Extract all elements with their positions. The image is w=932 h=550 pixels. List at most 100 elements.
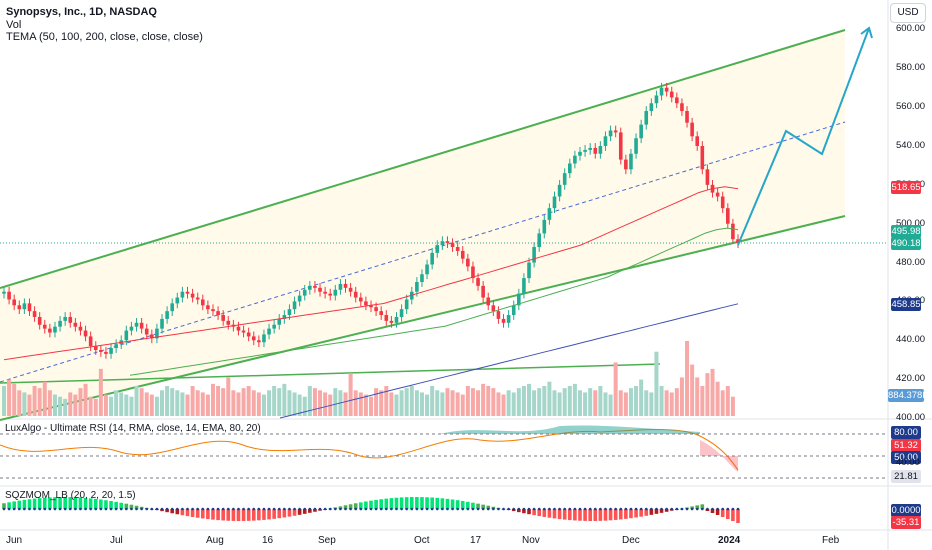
candle-body <box>104 351 108 354</box>
candle-body <box>27 303 32 312</box>
rsi-level-80: 80.00 <box>891 426 921 439</box>
rsi-level-20: 21.81 <box>891 470 921 483</box>
time-tick: Jun <box>6 535 23 546</box>
candle-body <box>267 328 271 335</box>
sqz-bar <box>83 497 88 509</box>
volume-bar <box>608 394 613 416</box>
time-tick: Feb <box>822 535 840 546</box>
sqz-dot <box>379 507 383 511</box>
volume-bar <box>68 392 73 416</box>
sqz-bar <box>588 509 592 521</box>
symbol-title[interactable]: Synopsys, Inc., 1D, NASDAQ <box>6 6 157 18</box>
currency-button[interactable]: USD <box>890 3 926 23</box>
volume-bar <box>160 390 165 416</box>
sqz-dot <box>298 507 301 511</box>
volume-bar <box>613 362 618 416</box>
candle-body <box>308 285 312 290</box>
candle-body <box>226 320 231 325</box>
rsi-pane-title[interactable]: LuxAlgo - Ultimate RSI (14, RMA, close, … <box>5 423 261 434</box>
candle-body <box>450 243 455 248</box>
volume-bar <box>139 388 144 416</box>
volume-bar <box>261 394 266 416</box>
volume-bar <box>134 386 139 416</box>
candle-body <box>639 124 643 139</box>
candle-body <box>511 305 516 316</box>
volume-legend[interactable]: Vol <box>6 19 22 31</box>
sqz-dot <box>216 507 220 511</box>
candle-body <box>593 147 598 154</box>
volume-bar <box>348 373 353 416</box>
volume-bar <box>710 368 715 416</box>
sqz-bar <box>598 509 603 521</box>
volume-bar <box>216 386 221 416</box>
sqz-dot <box>58 507 62 511</box>
volume-bar <box>93 398 98 416</box>
price-tag: 884.378K <box>888 389 929 402</box>
sqz-dot <box>420 507 424 511</box>
sqz-dot <box>492 507 495 511</box>
sqzmom-pane-title[interactable]: SQZMOM_LB (20, 2, 20, 1.5) <box>5 490 136 501</box>
sqz-dot <box>201 507 205 511</box>
price-tick: 580.00 <box>896 62 926 74</box>
sqz-dot <box>267 507 271 511</box>
volume-bar <box>154 396 159 416</box>
sqz-dot <box>23 507 26 511</box>
candle-body <box>542 219 547 234</box>
candle-body <box>175 297 180 304</box>
sqz-bar <box>93 498 98 509</box>
candle-body <box>63 316 67 321</box>
sqz-dot <box>38 507 41 511</box>
sqz-bar <box>460 500 465 509</box>
sqz-bar <box>420 497 424 509</box>
sqz-dot <box>119 507 123 511</box>
candle-body <box>353 291 358 298</box>
candle-body <box>150 334 154 339</box>
sqz-dot <box>109 507 113 511</box>
sqz-bar <box>394 497 399 509</box>
sqz-dot <box>517 507 521 511</box>
sqz-dot <box>176 507 179 511</box>
volume-bar <box>430 386 435 416</box>
volume-bar <box>246 386 251 416</box>
sqz-bar <box>659 509 664 513</box>
sqz-dot <box>476 507 480 511</box>
sqz-dot <box>695 507 699 511</box>
volume-bar <box>491 388 496 416</box>
volume-bar <box>669 392 674 416</box>
candle-body <box>389 320 394 323</box>
sqz-dot <box>313 507 317 511</box>
sqz-dot <box>252 507 256 511</box>
sqz-dot <box>543 507 546 511</box>
price-tag: 495.98 <box>891 225 921 238</box>
tema-legend[interactable]: TEMA (50, 100, 200, close, close, close) <box>6 31 203 43</box>
sqz-bar <box>476 503 480 509</box>
sqz-dot <box>624 507 628 511</box>
sqz-bar <box>430 497 434 509</box>
candle-body <box>364 301 368 306</box>
channel-upper-line <box>0 29 846 289</box>
sqz-bar <box>664 509 669 512</box>
candle-body <box>328 293 333 296</box>
sqz-dot <box>140 507 143 511</box>
sqz-bar <box>710 509 715 513</box>
sqz-bar <box>649 509 654 515</box>
candle-body <box>129 326 134 331</box>
candle-body <box>323 291 327 294</box>
support-trendline <box>0 363 661 384</box>
sqz-dot <box>242 507 245 511</box>
sqz-dot <box>334 507 337 511</box>
sqz-bar <box>246 509 251 521</box>
volume-bar <box>297 394 302 416</box>
candle-body <box>58 320 62 327</box>
sqz-bar <box>466 501 470 509</box>
sqz-dot <box>74 507 77 511</box>
sqz-bar <box>618 509 623 520</box>
price-tag: 518.65 <box>891 181 921 194</box>
sqz-dot <box>130 507 133 511</box>
sqz-dot <box>293 507 296 511</box>
tema200-line <box>279 303 739 419</box>
volume-bar <box>603 392 608 416</box>
volume-bar <box>659 386 664 416</box>
candle-body <box>195 297 200 300</box>
